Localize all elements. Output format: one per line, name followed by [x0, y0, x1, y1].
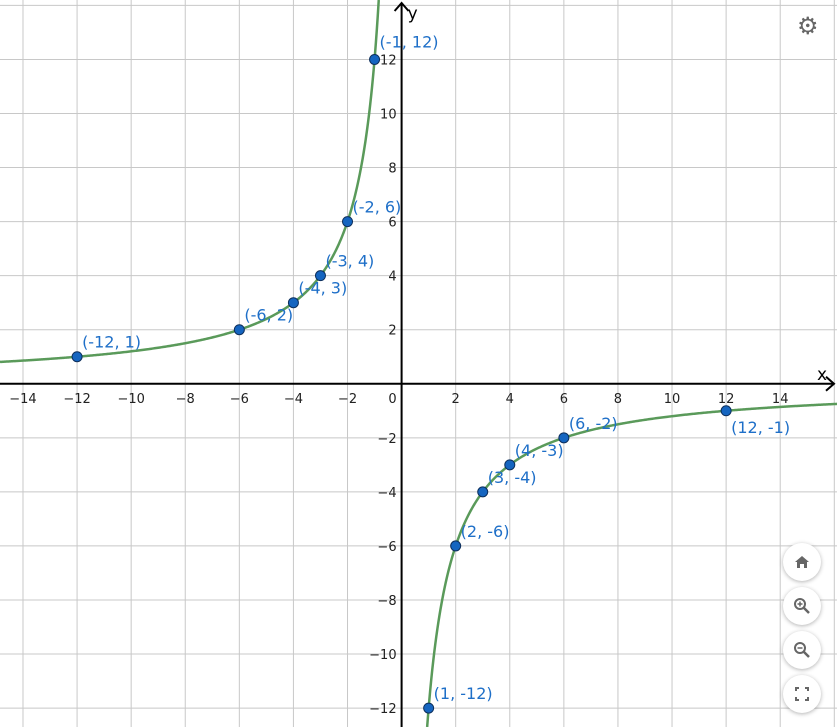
point-label: (-6, 2): [244, 306, 293, 325]
data-point: [71, 351, 83, 363]
y-tick-label: 4: [388, 270, 396, 285]
y-tick-label: −8: [377, 594, 396, 609]
point-label: (12, -1): [731, 418, 790, 437]
settings-gear-icon[interactable]: ⚙: [797, 12, 819, 40]
home-button[interactable]: [783, 543, 821, 581]
data-point: [477, 486, 489, 498]
point-label: (-1, 12): [380, 32, 439, 51]
zoom-in-icon: [794, 598, 810, 614]
y-tick-label: 6: [388, 216, 396, 231]
point-label: (-4, 3): [298, 279, 347, 298]
x-tick-label: 8: [614, 392, 622, 407]
point-label: (-12, 1): [82, 333, 141, 352]
x-tick-label: 4: [506, 392, 514, 407]
point-label: (-2, 6): [353, 198, 402, 217]
data-point: [558, 432, 570, 444]
y-axis-label: y: [408, 4, 418, 24]
fullscreen-icon: [795, 687, 809, 701]
data-point: [233, 324, 245, 336]
point-label: (3, -4): [488, 468, 537, 487]
data-point: [423, 702, 435, 714]
y-tick-label: 12: [380, 53, 397, 68]
x-tick-label: 14: [772, 392, 789, 407]
x-axis-arrow: [825, 376, 836, 392]
zoom-out-button[interactable]: [783, 631, 821, 669]
x-axis-label: x: [817, 365, 827, 385]
x-tick-label: −12: [63, 392, 90, 407]
x-tick-label: 12: [718, 392, 735, 407]
zoom-in-button[interactable]: [783, 587, 821, 625]
fullscreen-button[interactable]: [783, 675, 821, 713]
x-tick-label: 6: [560, 392, 568, 407]
x-tick-label: −8: [176, 392, 195, 407]
data-point: [720, 405, 732, 417]
data-point: [450, 540, 462, 552]
y-tick-label: −2: [377, 432, 396, 447]
x-tick-label: −4: [284, 392, 303, 407]
x-tick-label: −6: [230, 392, 249, 407]
x-tick-label: −14: [9, 392, 36, 407]
curve-branch-left: [0, 0, 380, 364]
data-point: [369, 53, 381, 65]
x-tick-label: 10: [664, 392, 681, 407]
y-tick-label: −10: [369, 648, 396, 663]
x-tick-label: 2: [452, 392, 460, 407]
origin-label: 0: [388, 392, 396, 407]
y-tick-label: 10: [380, 108, 397, 123]
point-label: (-3, 4): [325, 252, 374, 271]
y-tick-label: 2: [388, 324, 396, 339]
y-tick-label: −12: [369, 702, 396, 717]
y-axis-arrow: [393, 1, 410, 12]
x-tick-label: −10: [117, 392, 144, 407]
data-point: [504, 459, 516, 471]
zoom-out-icon: [794, 642, 810, 658]
data-point: [314, 270, 326, 282]
y-tick-label: 8: [388, 162, 396, 177]
point-label: (2, -6): [461, 522, 510, 541]
y-tick-label: −6: [377, 540, 396, 555]
data-point: [342, 216, 354, 228]
point-label: (4, -3): [515, 441, 564, 460]
x-tick-label: −2: [338, 392, 357, 407]
curve-branch-right: [425, 402, 837, 727]
y-tick-label: −4: [377, 486, 396, 501]
point-label: (1, -12): [434, 684, 493, 703]
data-point: [287, 297, 299, 309]
home-icon: [795, 556, 809, 568]
point-label: (6, -2): [569, 414, 618, 433]
